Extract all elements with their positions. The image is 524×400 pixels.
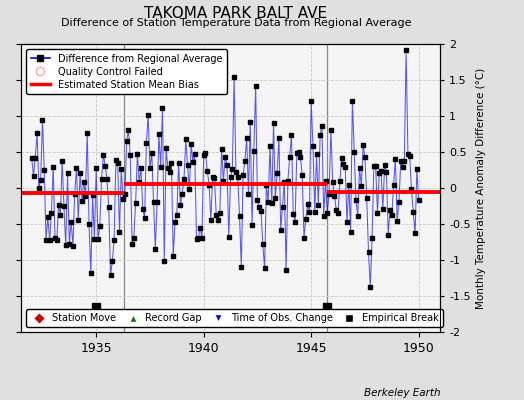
Legend: Station Move, Record Gap, Time of Obs. Change, Empirical Break: Station Move, Record Gap, Time of Obs. C… xyxy=(26,309,443,327)
Text: Berkeley Earth: Berkeley Earth xyxy=(364,388,440,398)
Text: TAKOMA PARK BALT AVE: TAKOMA PARK BALT AVE xyxy=(144,6,328,21)
Text: Difference of Station Temperature Data from Regional Average: Difference of Station Temperature Data f… xyxy=(61,18,411,28)
Y-axis label: Monthly Temperature Anomaly Difference (°C): Monthly Temperature Anomaly Difference (… xyxy=(476,67,486,309)
